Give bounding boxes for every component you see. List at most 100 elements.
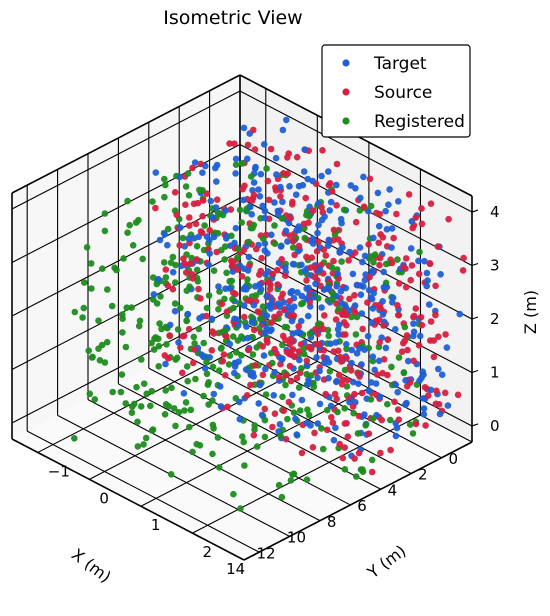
point-source [193, 256, 200, 263]
point-source [289, 346, 297, 353]
point-target [206, 236, 213, 244]
point-source [395, 280, 403, 287]
point-registered [253, 344, 260, 351]
point-registered [340, 206, 348, 214]
point-target [388, 225, 396, 232]
point-target [353, 350, 361, 357]
legend-label-target: Target [373, 54, 427, 74]
point-registered [367, 202, 375, 210]
point-source [186, 214, 193, 221]
point-source [351, 390, 358, 398]
point-registered [279, 393, 286, 401]
point-source [335, 371, 343, 379]
point-target [240, 196, 247, 204]
point-target [156, 236, 164, 244]
point-registered [155, 342, 163, 350]
point-source [460, 254, 467, 262]
point-target [180, 390, 188, 397]
point-target [385, 201, 392, 208]
point-source [315, 238, 322, 246]
point-source [164, 282, 172, 289]
point-source [418, 321, 426, 329]
point-registered [86, 390, 94, 398]
point-target [222, 207, 229, 214]
y-tick-label: 0 [99, 489, 109, 507]
point-target [359, 258, 366, 266]
point-source [365, 241, 372, 248]
point-source [344, 376, 351, 384]
point-source [418, 205, 425, 212]
point-source [313, 340, 321, 348]
point-target [301, 146, 309, 153]
point-target [300, 168, 308, 175]
point-registered [253, 443, 261, 450]
point-source [302, 194, 310, 202]
point-source [247, 381, 254, 389]
point-target [294, 289, 301, 296]
point-registered [371, 251, 379, 258]
point-source [377, 305, 384, 312]
point-source [427, 200, 435, 207]
point-target [386, 186, 393, 193]
point-source [333, 160, 341, 168]
point-target [176, 173, 183, 181]
point-registered [165, 403, 173, 410]
point-target [213, 161, 221, 169]
y-tick-label: 2 [202, 543, 212, 561]
point-source [364, 299, 371, 306]
point-registered [150, 296, 157, 303]
point-target [334, 270, 342, 278]
point-registered [335, 305, 343, 313]
point-registered [395, 354, 403, 361]
point-source [459, 267, 467, 274]
point-target [318, 304, 325, 311]
point-registered [134, 418, 141, 426]
point-source [161, 352, 169, 359]
point-target [361, 346, 368, 354]
point-source [400, 264, 408, 271]
point-registered [318, 425, 325, 432]
point-target [324, 242, 332, 249]
legend-marker-source [342, 88, 350, 96]
point-registered [101, 359, 109, 366]
point-registered [236, 206, 244, 214]
point-target [299, 181, 307, 189]
x-tick-label: 0 [448, 450, 458, 468]
point-registered [148, 387, 156, 395]
point-registered [232, 161, 240, 168]
point-target [421, 257, 428, 265]
point-target [357, 291, 365, 299]
point-registered [328, 296, 336, 303]
point-source [365, 430, 373, 438]
point-source [277, 193, 284, 200]
point-registered [406, 421, 414, 428]
point-source [343, 420, 350, 427]
point-source [378, 416, 386, 424]
point-source [333, 300, 340, 307]
point-target [356, 244, 364, 251]
point-source [442, 331, 449, 338]
point-source [243, 392, 251, 399]
point-source [346, 295, 353, 303]
point-registered [71, 435, 78, 442]
point-registered [95, 317, 102, 325]
point-source [380, 322, 387, 329]
point-target [370, 234, 377, 242]
point-target [169, 268, 177, 276]
point-registered [328, 264, 336, 271]
point-target [288, 287, 296, 295]
point-source [407, 276, 415, 284]
point-source [387, 446, 394, 454]
point-registered [135, 322, 143, 330]
point-target [171, 307, 179, 315]
point-registered [99, 265, 106, 273]
point-target [351, 302, 359, 309]
point-source [234, 266, 241, 273]
point-source [245, 346, 253, 354]
point-registered [113, 266, 120, 274]
point-source [180, 332, 188, 340]
point-source [186, 222, 193, 229]
point-source [400, 339, 407, 347]
point-target [416, 332, 424, 340]
